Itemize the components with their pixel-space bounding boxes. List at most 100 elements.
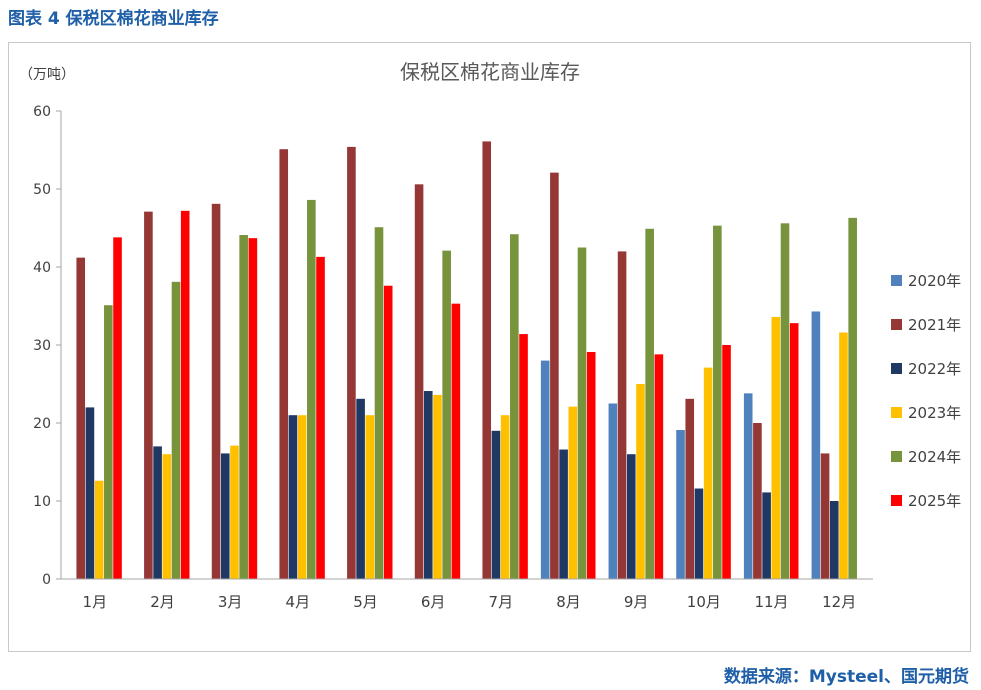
bar-2025年-3月 xyxy=(248,238,258,579)
bar-2024年-11月 xyxy=(780,223,790,579)
bar-2020年-9月 xyxy=(608,403,618,579)
bar-2021年-7月 xyxy=(482,141,492,580)
bar-2022年-8月 xyxy=(559,449,568,579)
legend-item: 2023年 xyxy=(891,401,961,423)
y-tick-label: 50 xyxy=(33,182,51,198)
x-tick-label: 7月 xyxy=(489,593,514,611)
bar-2023年-8月 xyxy=(568,406,578,579)
bar-2025年-11月 xyxy=(789,323,799,579)
y-axis-unit-label: （万吨） xyxy=(19,67,75,83)
chart-frame: 保税区棉花商业库存 （万吨） 0 10 20 30 40 50 60 1月 2月 3月 4月 5月 6… xyxy=(8,42,971,652)
bar-2023年-6月 xyxy=(433,394,442,579)
bar-2022年-10月 xyxy=(694,488,704,579)
bar-2023年-4月 xyxy=(297,415,307,579)
bar-2020年-8月 xyxy=(540,360,550,579)
bar-2020年-12月 xyxy=(811,311,821,579)
legend-label: 2024年 xyxy=(908,447,962,466)
x-tick-label: 5月 xyxy=(353,593,378,611)
x-tick-label: 1月 xyxy=(83,593,108,611)
bar-2025年-10月 xyxy=(722,345,731,579)
bar-2024年-1月 xyxy=(104,305,113,579)
data-source-note: 数据来源：Mysteel、国元期货 xyxy=(723,667,969,687)
bar-2024年-6月 xyxy=(442,250,451,579)
bar-2021年-2月 xyxy=(144,211,153,579)
legend-label: 2021年 xyxy=(908,315,962,334)
bar-2021年-8月 xyxy=(550,172,559,579)
bar-2023年-2月 xyxy=(162,454,172,579)
legend-label: 2020年 xyxy=(908,271,962,290)
bar-2021年-5月 xyxy=(347,146,356,579)
chart-title: 保税区棉花商业库存 xyxy=(400,60,580,84)
legend-swatch xyxy=(891,318,902,330)
legend-item: 2022年 xyxy=(891,357,961,379)
bar-2025年-2月 xyxy=(180,210,190,579)
bar-2022年-11月 xyxy=(762,492,771,579)
bar-chart: 保税区棉花商业库存 （万吨） 0 10 20 30 40 50 60 1月 2月 3月 4月 5月 6… xyxy=(19,60,873,611)
bar-2023年-9月 xyxy=(636,384,645,579)
x-tick-label: 3月 xyxy=(218,593,243,611)
legend-swatch xyxy=(891,406,902,418)
bar-2022年-6月 xyxy=(423,391,433,579)
x-axis-labels: 1月 2月 3月 4月 5月 6月 7月 8月 9月 10月 11月 12月 xyxy=(83,593,857,611)
bar-2025年-1月 xyxy=(113,237,122,580)
bar-2023年-1月 xyxy=(94,480,104,579)
bar-2023年-12月 xyxy=(839,332,848,579)
bar-2024年-3月 xyxy=(239,235,248,579)
bar-2021年-9月 xyxy=(617,251,627,579)
bar-2025年-4月 xyxy=(316,256,325,579)
legend-swatch xyxy=(891,450,902,462)
bar-2021年-10月 xyxy=(685,398,695,579)
legend-item: 2021年 xyxy=(891,313,961,335)
legend-swatch xyxy=(891,362,902,374)
legend-label: 2023年 xyxy=(908,403,962,422)
bar-2022年-12月 xyxy=(829,501,839,579)
bar-2021年-11月 xyxy=(753,423,762,579)
bar-2024年-8月 xyxy=(577,247,587,579)
bar-2023年-3月 xyxy=(230,445,239,579)
bar-2024年-7月 xyxy=(510,234,519,580)
bar-2021年-4月 xyxy=(279,149,289,579)
x-tick-label: 8月 xyxy=(556,593,581,611)
bar-2025年-6月 xyxy=(451,303,461,579)
x-tick-label: 4月 xyxy=(286,593,311,611)
legend-swatch xyxy=(891,494,902,506)
y-tick-label: 40 xyxy=(33,260,51,276)
bar-2023年-5月 xyxy=(365,415,375,579)
y-tick-label: 30 xyxy=(33,338,51,354)
bar-2021年-12月 xyxy=(820,453,830,579)
bar-2023年-11月 xyxy=(771,316,781,579)
bar-2024年-9月 xyxy=(645,228,654,579)
legend-label: 2022年 xyxy=(908,359,962,378)
bar-2024年-5月 xyxy=(374,227,384,579)
bar-2022年-3月 xyxy=(220,453,230,579)
bar-2020年-10月 xyxy=(676,430,685,579)
y-tick-label: 10 xyxy=(33,494,51,510)
bar-2022年-5月 xyxy=(356,398,365,579)
legend-item: 2025年 xyxy=(891,489,961,511)
x-tick-label: 6月 xyxy=(421,593,446,611)
x-tick-label: 11月 xyxy=(754,593,788,611)
x-tick-label: 12月 xyxy=(822,593,856,611)
bar-2021年-1月 xyxy=(76,257,86,579)
figure-caption: 图表 4 保税区棉花商业库存 xyxy=(8,9,219,29)
bar-2025年-9月 xyxy=(654,354,664,579)
bar-2025年-5月 xyxy=(383,285,393,579)
bar-2024年-4月 xyxy=(307,199,316,580)
bar-2025年-8月 xyxy=(586,352,596,579)
bar-2020年-11月 xyxy=(743,393,753,579)
bar-2024年-2月 xyxy=(171,281,181,579)
bar-2021年-6月 xyxy=(414,184,424,579)
x-tick-label: 2月 xyxy=(150,593,175,611)
bar-series-group xyxy=(76,141,857,580)
chart-legend: 2020年 2021年 2022年 2023年 2024年 2025年 xyxy=(891,269,961,533)
bar-2021年-3月 xyxy=(211,203,221,579)
bar-2023年-10月 xyxy=(703,367,713,579)
y-tick-label: 0 xyxy=(42,572,51,588)
bar-2024年-10月 xyxy=(713,225,722,579)
x-tick-label: 10月 xyxy=(687,593,721,611)
legend-item: 2020年 xyxy=(891,269,961,291)
bar-2024年-12月 xyxy=(848,217,857,580)
bar-2025年-7月 xyxy=(519,334,528,579)
y-tick-label: 20 xyxy=(33,416,51,432)
bar-2022年-9月 xyxy=(626,454,636,579)
